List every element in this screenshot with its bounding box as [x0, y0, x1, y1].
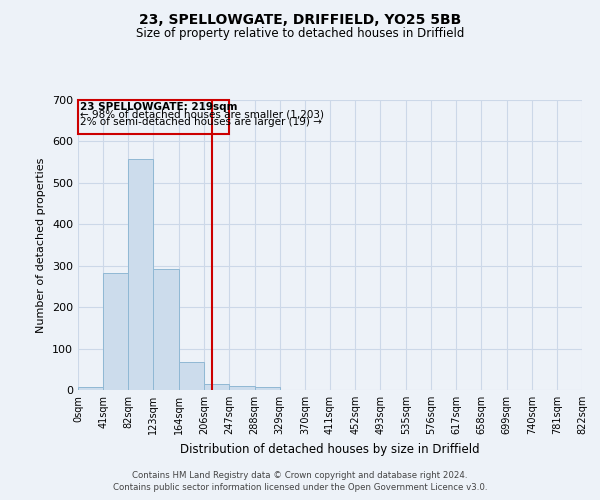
Text: ← 98% of detached houses are smaller (1,203): ← 98% of detached houses are smaller (1,…	[80, 109, 325, 119]
Text: 23, SPELLOWGATE, DRIFFIELD, YO25 5BB: 23, SPELLOWGATE, DRIFFIELD, YO25 5BB	[139, 12, 461, 26]
Text: 23 SPELLOWGATE: 219sqm: 23 SPELLOWGATE: 219sqm	[80, 102, 238, 112]
Y-axis label: Number of detached properties: Number of detached properties	[37, 158, 46, 332]
X-axis label: Distribution of detached houses by size in Driffield: Distribution of detached houses by size …	[180, 442, 480, 456]
Bar	[229, 386, 254, 390]
Text: Contains HM Land Registry data © Crown copyright and database right 2024.: Contains HM Land Registry data © Crown c…	[132, 471, 468, 480]
Bar	[128, 159, 154, 390]
Bar	[154, 268, 179, 390]
Text: 2% of semi-detached houses are larger (19) →: 2% of semi-detached houses are larger (1…	[80, 116, 322, 126]
Bar	[254, 387, 280, 390]
Bar	[78, 387, 103, 390]
Bar	[78, 100, 229, 134]
Text: Contains public sector information licensed under the Open Government Licence v3: Contains public sector information licen…	[113, 484, 487, 492]
Bar	[103, 273, 128, 390]
Bar	[179, 362, 203, 390]
Bar	[205, 384, 229, 390]
Text: Size of property relative to detached houses in Driffield: Size of property relative to detached ho…	[136, 28, 464, 40]
